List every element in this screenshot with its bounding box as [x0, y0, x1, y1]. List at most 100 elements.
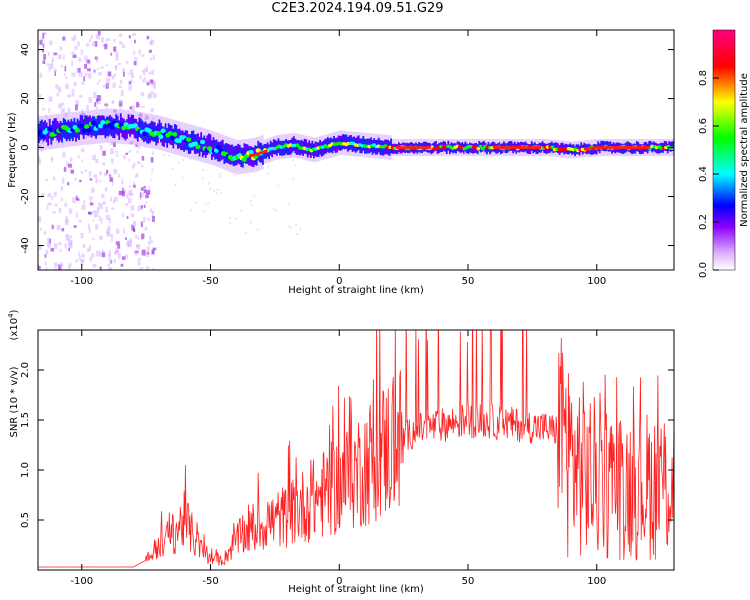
spectrogram-speckle: [105, 206, 108, 213]
spectrogram-band: [331, 138, 334, 154]
spectrogram-speckle: [131, 224, 134, 231]
spectrogram-speckle: [83, 76, 86, 82]
spectrogram-ytick-label: 0: [20, 144, 31, 150]
spectrogram-speckle: [256, 228, 259, 231]
spectrogram-speckle: [131, 165, 135, 169]
spectrogram-speckle: [88, 170, 92, 177]
spectrogram-peak-cell: [249, 154, 252, 158]
spectrogram-speckle: [149, 235, 152, 241]
spectrogram-speckle: [152, 268, 155, 270]
spectrogram-speckle: [137, 205, 142, 211]
spectrogram-peak-cell: [406, 146, 409, 150]
spectrogram-speckle: [95, 224, 99, 230]
spectrogram-speckle: [102, 85, 106, 88]
spectrogram-peak-cell: [265, 149, 268, 153]
spectrogram-band: [467, 144, 470, 154]
spectrogram-peak-cell: [416, 146, 419, 150]
spectrogram-speckle: [174, 183, 177, 186]
spectrogram-speckle: [202, 210, 205, 213]
spectrogram-speckle: [219, 172, 221, 175]
spectrogram-speckle: [96, 206, 100, 213]
spectrogram-speckle: [150, 108, 154, 113]
spectrogram-speckle: [88, 97, 93, 103]
spectrogram-ridge-cell: [241, 157, 247, 162]
spectrogram-speckle: [99, 145, 103, 151]
spectrogram-peak-cell: [637, 146, 640, 150]
spectrogram-ridge-cell: [216, 145, 222, 150]
spectrogram-band: [41, 119, 43, 140]
spectrogram-speckle: [93, 174, 98, 178]
spectrogram-speckle: [71, 51, 75, 55]
spectrogram-speckle: [64, 65, 67, 72]
spectrogram-xtick-label: 100: [587, 276, 606, 287]
spectrogram-peak-cell: [526, 146, 529, 150]
spectrogram-speckle: [112, 82, 116, 89]
spectrogram-peak-cell: [645, 146, 648, 150]
spectrogram-speckle: [149, 240, 153, 244]
spectrogram-speckle: [132, 33, 137, 36]
spectrogram-speckle: [153, 86, 156, 90]
spectrogram-speckle: [60, 186, 64, 192]
spectrogram-speckle: [296, 232, 298, 235]
spectrogram-speckle: [56, 224, 61, 230]
spectrogram-speckle: [118, 85, 123, 88]
spectrogram-speckle: [78, 57, 82, 62]
spectrogram-speckle: [137, 258, 141, 261]
spectrogram-speckle: [133, 162, 136, 166]
spectrogram-speckle: [121, 191, 126, 197]
spectrogram-speckle: [71, 72, 76, 77]
spectrogram-speckle: [43, 231, 47, 235]
spectrogram-peak-cell: [530, 146, 533, 150]
spectrogram-speckle: [121, 179, 124, 184]
spectrogram-speckle: [53, 52, 58, 56]
spectrogram-peak-cell: [534, 146, 537, 150]
spectrogram-band: [93, 116, 96, 137]
spectrogram-speckle: [88, 227, 91, 234]
spectrogram-band: [118, 120, 121, 140]
spectrogram-speckle: [109, 141, 114, 146]
spectrogram-speckle: [75, 195, 78, 201]
spectrogram-speckle: [48, 96, 53, 102]
spectrogram-band: [231, 144, 233, 165]
spectrogram-band: [326, 137, 329, 152]
spectrogram-speckle: [122, 68, 125, 73]
spectrogram-peak-cell: [643, 146, 646, 150]
spectrogram-speckle: [100, 194, 105, 199]
spectrogram-peak-cell: [623, 146, 626, 150]
spectrogram-speckle: [58, 249, 63, 252]
spectrogram-speckle: [134, 251, 138, 256]
spectrogram-speckle: [59, 262, 64, 268]
spectrogram-speckle: [118, 63, 121, 66]
spectrogram-speckle: [62, 107, 65, 113]
spectrogram-speckle: [145, 201, 148, 204]
spectrogram-speckle: [69, 245, 73, 249]
spectrogram-speckle: [146, 82, 150, 86]
spectrogram-speckle: [149, 42, 152, 45]
spectrogram-speckle: [70, 240, 73, 247]
spectrogram-speckle: [107, 38, 111, 41]
spectrogram-speckle: [129, 79, 133, 82]
spectrogram-band: [657, 144, 660, 154]
spectrogram-speckle: [95, 178, 99, 184]
spectrogram-speckle: [229, 217, 231, 220]
spectrogram-band: [207, 133, 210, 154]
spectrogram-speckle: [47, 193, 52, 198]
spectrogram-speckle: [141, 69, 144, 73]
spectrogram-band: [158, 119, 161, 140]
spectrogram-speckle: [151, 172, 153, 175]
spectrogram-speckle: [38, 156, 40, 161]
spectrogram-band: [133, 118, 136, 139]
spectrogram-ridge-cell: [86, 128, 92, 133]
spectrogram-band: [671, 141, 674, 152]
spectrogram-speckle: [87, 223, 90, 229]
spectrogram-ridge-cell: [155, 130, 162, 136]
spectrogram-band: [190, 130, 193, 151]
spectrogram-speckle: [134, 57, 138, 61]
spectrogram-speckle: [106, 231, 110, 237]
spectrogram-speckle: [117, 253, 121, 259]
spectrogram-ridge-cell: [102, 123, 108, 129]
spectrogram-peak-cell: [598, 146, 601, 150]
spectrogram-speckle: [46, 63, 51, 66]
spectrogram-speckle: [128, 81, 132, 85]
spectrogram-ridge-cell: [295, 143, 300, 147]
